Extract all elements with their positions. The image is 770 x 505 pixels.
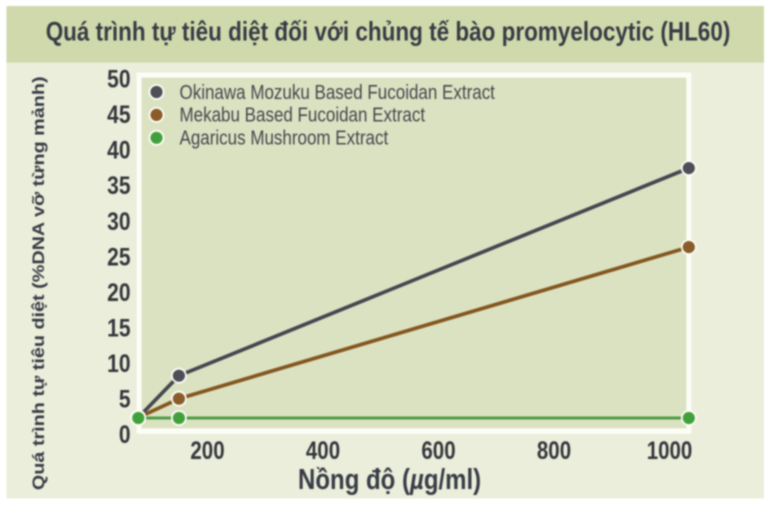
svg-text:Okinawa Mozuku Based Fucoidan: Okinawa Mozuku Based Fucoidan Extract — [180, 80, 496, 103]
svg-text:50: 50 — [107, 65, 130, 93]
svg-text:10: 10 — [107, 349, 130, 377]
svg-text:0: 0 — [119, 420, 131, 448]
svg-text:400: 400 — [306, 437, 340, 464]
svg-text:1000: 1000 — [647, 437, 693, 464]
svg-text:5: 5 — [119, 385, 131, 413]
svg-text:30: 30 — [107, 207, 130, 235]
svg-text:Mekabu Based Fucoidan Extract: Mekabu Based Fucoidan Extract — [180, 103, 426, 126]
svg-text:Agaricus Mushroom Extract: Agaricus Mushroom Extract — [180, 126, 389, 149]
svg-text:200: 200 — [190, 437, 224, 464]
svg-text:20: 20 — [107, 278, 130, 306]
svg-text:15: 15 — [107, 314, 130, 342]
svg-text:Quá trình tự tiêu diệt đối với: Quá trình tự tiêu diệt đối với chủng tế … — [46, 18, 731, 47]
svg-text:Quá trình tự tiêu diệt (%DNA v: Quá trình tự tiêu diệt (%DNA vỡ từng mản… — [29, 76, 47, 490]
svg-text:Nồng độ (µg/ml): Nồng độ (µg/ml) — [298, 463, 481, 496]
svg-text:600: 600 — [421, 437, 455, 464]
svg-text:25: 25 — [107, 243, 130, 271]
svg-text:35: 35 — [107, 171, 130, 199]
svg-text:800: 800 — [537, 437, 571, 464]
svg-text:45: 45 — [107, 100, 130, 128]
svg-text:40: 40 — [107, 136, 130, 164]
